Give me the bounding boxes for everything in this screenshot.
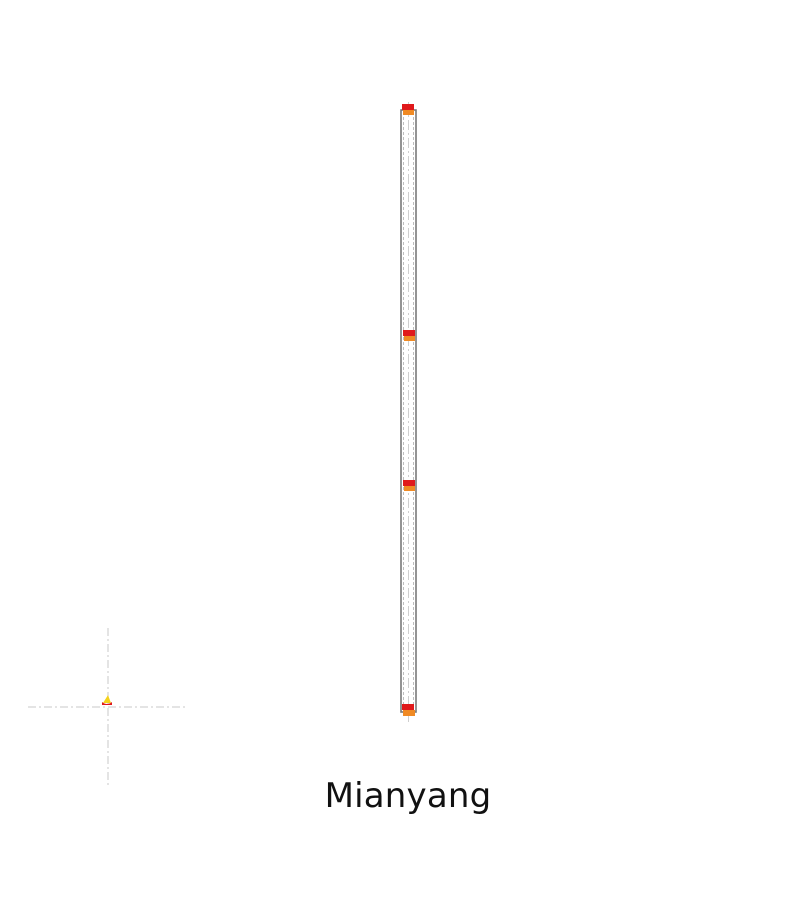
diagram-caption: Mianyang	[324, 776, 492, 816]
origin-marker-red	[102, 702, 112, 705]
route-track	[400, 102, 417, 722]
station-top	[402, 104, 414, 115]
origin-crosshair-icon	[28, 628, 188, 788]
origin-marker-yellow	[103, 695, 111, 703]
station-bottom	[402, 704, 415, 716]
station-upper-middle	[403, 330, 415, 341]
station-lower-middle	[403, 480, 415, 491]
